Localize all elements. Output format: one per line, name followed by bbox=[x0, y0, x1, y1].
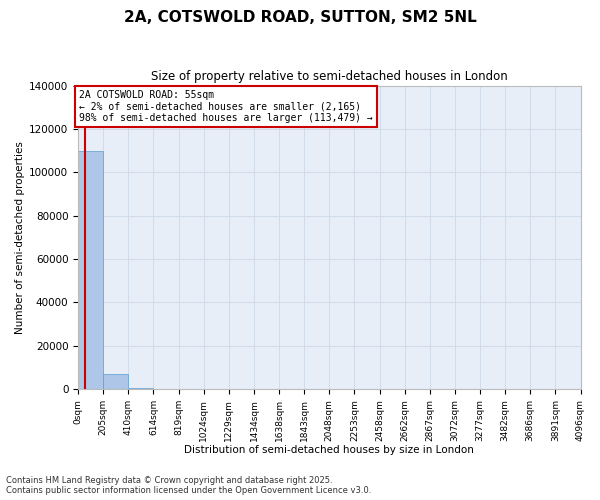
X-axis label: Distribution of semi-detached houses by size in London: Distribution of semi-detached houses by … bbox=[184, 445, 474, 455]
Bar bbox=[128, 388, 154, 389]
Bar bbox=[103, 374, 128, 389]
Y-axis label: Number of semi-detached properties: Number of semi-detached properties bbox=[15, 141, 25, 334]
Text: 2A COTSWOLD ROAD: 55sqm
← 2% of semi-detached houses are smaller (2,165)
98% of : 2A COTSWOLD ROAD: 55sqm ← 2% of semi-det… bbox=[79, 90, 373, 124]
Title: Size of property relative to semi-detached houses in London: Size of property relative to semi-detach… bbox=[151, 70, 508, 83]
Bar bbox=[78, 150, 103, 389]
Text: Contains HM Land Registry data © Crown copyright and database right 2025.
Contai: Contains HM Land Registry data © Crown c… bbox=[6, 476, 371, 495]
Text: 2A, COTSWOLD ROAD, SUTTON, SM2 5NL: 2A, COTSWOLD ROAD, SUTTON, SM2 5NL bbox=[124, 10, 476, 25]
